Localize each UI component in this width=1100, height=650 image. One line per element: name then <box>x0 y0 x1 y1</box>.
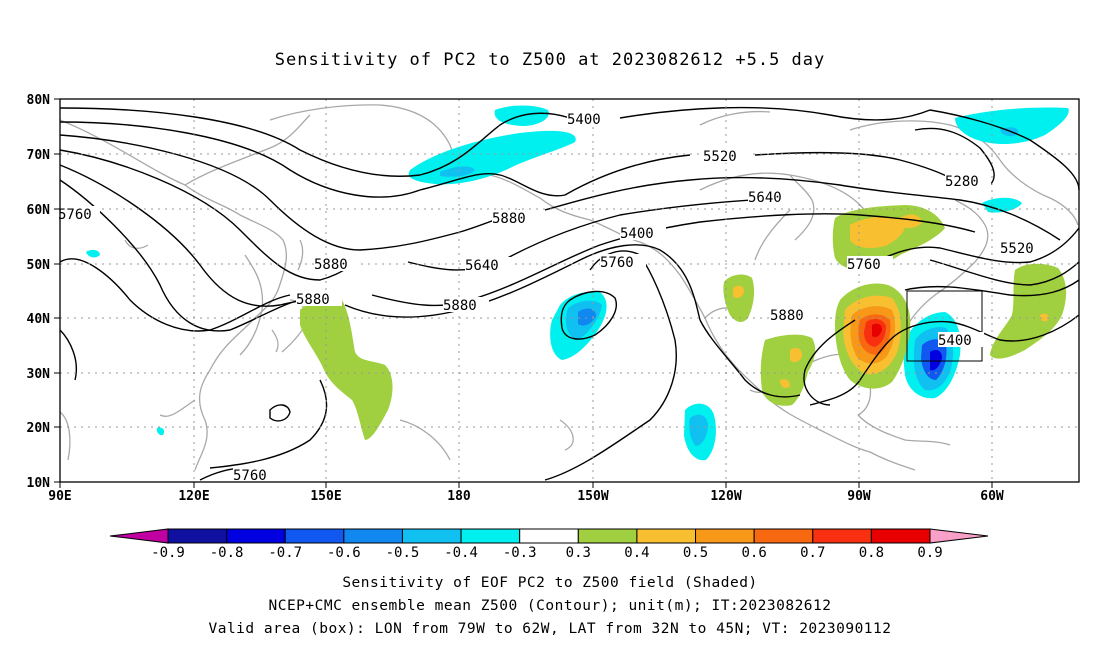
colorbar-cell <box>343 528 403 544</box>
colorbar-label: -0.3 <box>503 545 537 561</box>
contour-label: 5760 <box>847 257 881 273</box>
contour-label: 5760 <box>233 468 267 484</box>
pos-region-us-west-c <box>780 379 790 388</box>
valid-area-box <box>906 290 983 362</box>
colorbar-label: -0.7 <box>268 545 302 561</box>
lat-labels: 80N 70N 60N 50N 40N 30N 20N 10N <box>27 93 51 491</box>
pos-region-japan <box>300 298 393 440</box>
lat-label: 70N <box>27 148 51 163</box>
contour-labels: 5400 5520 5280 5640 5760 5880 5400 5520 … <box>58 111 1046 484</box>
colorbar-cell <box>284 528 345 544</box>
neg-region-arctic-2b <box>440 166 475 177</box>
colorbar-cell <box>460 528 521 544</box>
lon-label: 150W <box>577 489 608 504</box>
contour-label: 5880 <box>492 211 526 227</box>
neg-region-subtropic-b <box>689 414 708 446</box>
contour-label: 5400 <box>567 112 601 128</box>
colorbar-label: -0.9 <box>151 545 185 561</box>
contour-label: 5520 <box>1000 241 1034 257</box>
contour-label: 5400 <box>620 226 654 242</box>
lat-label: 10N <box>27 476 51 491</box>
z500-contours <box>59 106 1080 481</box>
neg-region-west-2 <box>156 427 165 436</box>
colorbar-label: -0.6 <box>327 545 361 561</box>
contour-label: 5520 <box>703 149 737 165</box>
colorbar-low-end <box>109 528 169 544</box>
colorbar-label: 0.5 <box>683 545 708 561</box>
lat-label: 80N <box>27 93 51 108</box>
lon-label: 90E <box>48 489 71 504</box>
colorbar: -0.9 -0.8 -0.7 -0.6 -0.5 -0.4 -0.3 0.3 0.4 0.5 0.6… <box>109 528 989 561</box>
pos-region-alaska <box>723 274 755 322</box>
colorbar-label: -0.5 <box>386 545 420 561</box>
caption-line-1: Sensitivity of EOF PC2 to Z500 field (Sh… <box>342 575 758 591</box>
contour-label: 5880 <box>296 292 330 308</box>
contour-label: 5400 <box>938 333 972 349</box>
contour-label: 5880 <box>443 298 477 314</box>
pos-region-us-west <box>760 334 816 406</box>
caption-line-3: Valid area (box): LON from 79W to 62W, L… <box>208 621 892 637</box>
colorbar-cell <box>519 528 579 544</box>
contour-label: 5640 <box>465 258 499 274</box>
contour-label: 5880 <box>314 257 348 273</box>
neg-region-east-arctic <box>955 107 1069 145</box>
colorbar-cell <box>636 528 697 544</box>
neg-region-pacific-c <box>578 308 596 326</box>
lon-label: 90W <box>847 489 871 504</box>
lon-labels: 90E 120E 150E 180 150W 120W 90W 60W <box>48 489 1004 504</box>
lat-label: 60N <box>27 203 51 218</box>
colorbar-cell <box>401 528 462 544</box>
contour-label: 5760 <box>58 207 92 223</box>
lat-label: 30N <box>27 367 51 382</box>
colorbar-label: 0.3 <box>566 545 591 561</box>
map-frame <box>59 98 1080 483</box>
colorbar-cell <box>226 528 286 544</box>
colorbar-label: 0.9 <box>917 545 942 561</box>
pos-region-atlantic-east-b <box>1040 313 1049 322</box>
lat-label: 40N <box>27 312 51 327</box>
pos-region-alaska-b <box>733 285 744 299</box>
contour-label: 5640 <box>748 190 782 206</box>
colorbar-label: 0.7 <box>800 545 825 561</box>
pos-region-us-east-f <box>872 323 882 338</box>
lat-label: 20N <box>27 421 51 436</box>
colorbar-cell <box>753 528 814 544</box>
pos-region-canada-b <box>850 216 906 248</box>
colorbar-label: 0.6 <box>742 545 767 561</box>
contour-label: 5280 <box>945 174 979 190</box>
pos-region-atlantic-east <box>990 263 1067 359</box>
colorbar-label: 0.8 <box>859 545 884 561</box>
lon-label: 180 <box>447 489 471 504</box>
colorbar-label: -0.4 <box>444 545 478 561</box>
plot-title: Sensitivity of PC2 to Z500 at 2023082612… <box>274 50 826 70</box>
lon-label: 120W <box>710 489 741 504</box>
colorbar-cell <box>577 528 638 544</box>
colorbar-high-end <box>929 528 989 544</box>
contour-label: 5880 <box>770 308 804 324</box>
colorbar-cell <box>695 528 755 544</box>
colorbar-label: 0.4 <box>624 545 649 561</box>
caption-line-2: NCEP+CMC ensemble mean Z500 (Contour); u… <box>268 598 832 614</box>
lon-label: 60W <box>980 489 1004 504</box>
colorbar-cell <box>167 528 228 544</box>
colorbar-cell <box>870 528 931 544</box>
pos-region-us-west-b <box>790 348 802 363</box>
colorbar-cell <box>812 528 872 544</box>
colorbar-label: -0.8 <box>210 545 244 561</box>
neg-region-west-1 <box>86 249 100 258</box>
lon-label: 120E <box>178 489 209 504</box>
pos-region-canada-c <box>900 214 922 229</box>
contour-label: 5760 <box>600 255 634 271</box>
neg-region-atlantic-d <box>930 350 942 371</box>
lat-label: 50N <box>27 258 51 273</box>
lon-label: 150E <box>310 489 341 504</box>
axis-ticks <box>54 98 993 488</box>
